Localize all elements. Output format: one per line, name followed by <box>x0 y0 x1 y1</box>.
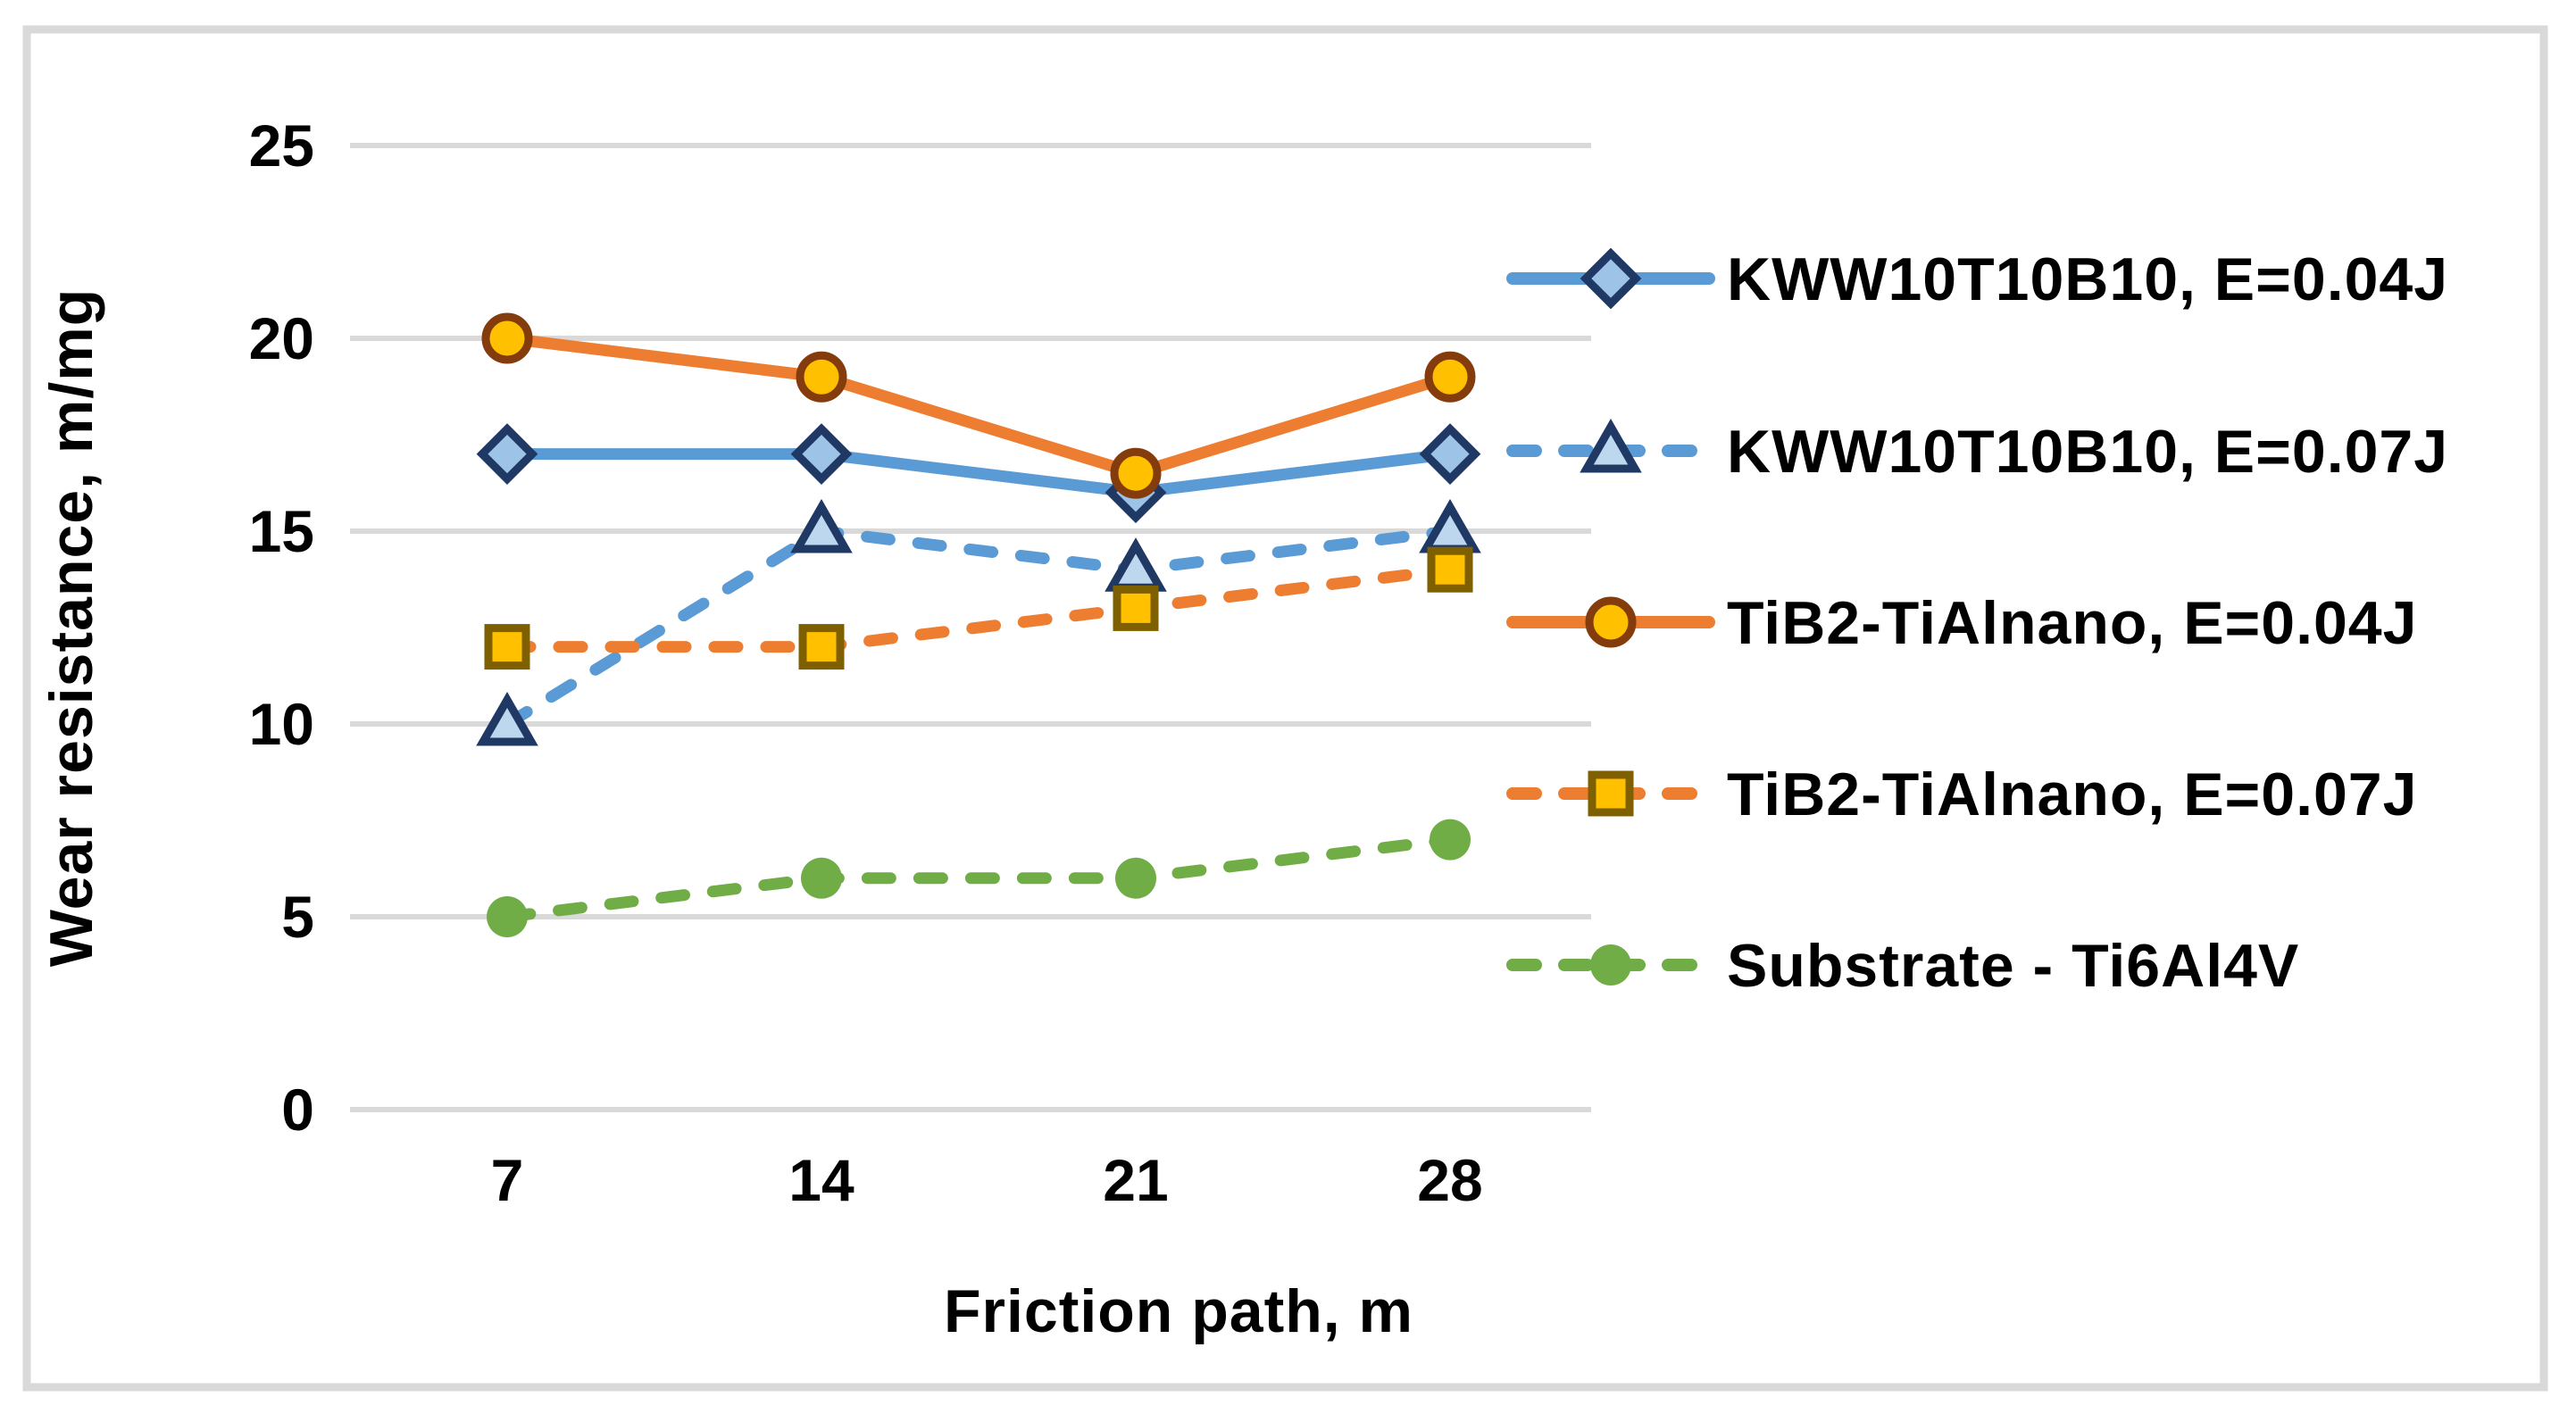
legend-item: TiB2-TiAlnano, E=0.07J <box>1506 761 2417 828</box>
y-tick-label: 10 <box>249 691 314 757</box>
dot-marker <box>1115 857 1156 899</box>
series-1 <box>476 498 1481 746</box>
square-marker <box>1427 546 1473 593</box>
y-tick-label: 20 <box>249 305 314 371</box>
legend-label: TiB2-TiAlnano, E=0.07J <box>1727 761 2417 828</box>
legend: KWW10T10B10, E=0.04J KWW10T10B10, E=0.07J… <box>1506 245 2448 1000</box>
square-marker <box>484 624 530 670</box>
x-tick-label: 14 <box>788 1147 854 1213</box>
triangle-marker <box>1580 418 1642 473</box>
y-tick-label: 5 <box>281 884 314 950</box>
dot-marker <box>1590 944 1631 985</box>
square-marker <box>798 624 845 670</box>
circle-marker <box>1110 447 1162 499</box>
y-tick-label: 15 <box>249 498 314 564</box>
y-axis-title: Wear resistance, m/mg <box>38 288 105 968</box>
diamond-marker <box>790 423 853 485</box>
dot-marker <box>1430 819 1471 861</box>
legend-label: KWW10T10B10, E=0.07J <box>1727 418 2448 486</box>
series-3 <box>484 546 1473 670</box>
series-line <box>501 834 1456 923</box>
circle-marker <box>1585 596 1637 648</box>
dot-marker <box>487 896 528 937</box>
legend-item: KWW10T10B10, E=0.07J <box>1506 418 2448 486</box>
legend-label: TiB2-TiAlnano, E=0.04J <box>1727 589 2417 657</box>
dot-marker <box>801 857 842 899</box>
x-tick-label: 21 <box>1103 1147 1168 1213</box>
diamond-marker <box>1419 423 1481 485</box>
square-marker <box>1588 770 1634 817</box>
x-axis-title: Friction path, m <box>944 1277 1413 1345</box>
circle-marker <box>1424 351 1476 403</box>
legend-item: TiB2-TiAlnano, E=0.04J <box>1506 589 2417 657</box>
series-line <box>501 332 1456 479</box>
legend-item: KWW10T10B10, E=0.04J <box>1506 245 2448 313</box>
y-tick-label: 0 <box>281 1077 314 1143</box>
series-line <box>501 563 1456 653</box>
triangle-marker <box>476 691 538 746</box>
x-tick-label: 28 <box>1417 1147 1482 1213</box>
series-line <box>501 448 1456 499</box>
triangle-marker <box>790 498 853 553</box>
x-axis-tick-labels: 7 14 21 28 <box>491 1147 1483 1213</box>
series-4 <box>487 819 1471 937</box>
series-2 <box>481 312 1476 499</box>
square-marker <box>1113 585 1159 631</box>
y-axis-tick-labels: 25 20 15 10 5 0 <box>249 112 314 1143</box>
legend-label: KWW10T10B10, E=0.04J <box>1727 245 2448 313</box>
series-line <box>501 525 1456 730</box>
gridlines <box>350 143 1591 1112</box>
series-lines <box>476 312 1481 937</box>
circle-marker <box>796 351 847 403</box>
x-tick-label: 7 <box>491 1147 524 1213</box>
diamond-marker <box>1580 247 1642 310</box>
legend-label: Substrate - Ti6Al4V <box>1727 932 2299 1000</box>
circle-marker <box>481 312 533 364</box>
figure-border <box>22 25 2548 1392</box>
diamond-marker <box>476 423 538 485</box>
legend-item: Substrate - Ti6Al4V <box>1506 932 2299 1000</box>
series-0 <box>476 423 1481 524</box>
y-tick-label: 25 <box>249 112 314 179</box>
